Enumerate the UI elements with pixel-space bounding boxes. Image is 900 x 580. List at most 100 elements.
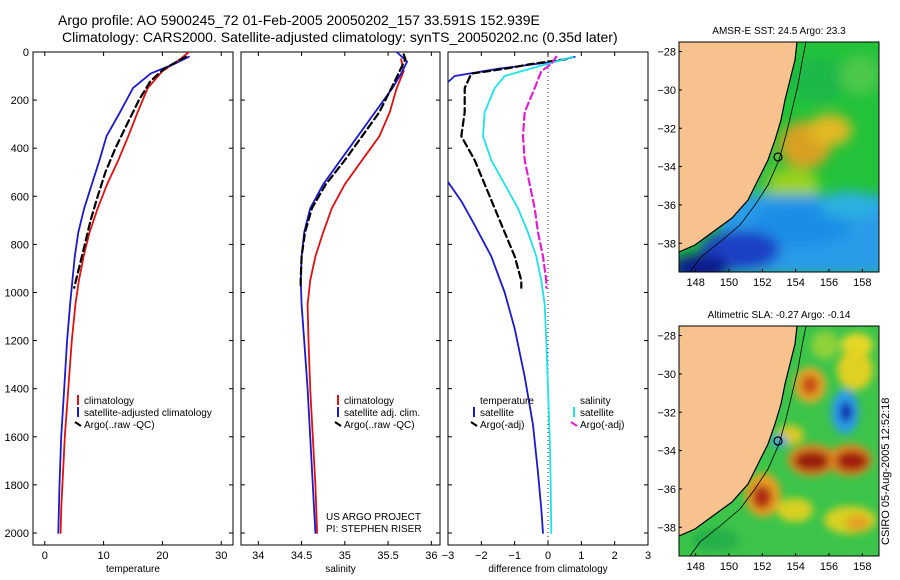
map-y-tick-label: −36 — [657, 484, 676, 496]
depth-tick-label: 600 — [11, 191, 29, 203]
depth-tick-label: 1400 — [5, 384, 29, 396]
x-axis-label: difference from climatology — [488, 564, 607, 575]
sla-map — [678, 325, 880, 557]
map-x-tick-label: 154 — [786, 277, 804, 289]
profile-panel-3: −3 −2 −1 0 1 2 3 difference from climatology tem… — [442, 51, 651, 575]
series-line — [299, 52, 409, 534]
map-title: AMSR-E SST: 24.5 Argo: 23.3 — [712, 26, 846, 37]
plot-frame — [32, 51, 234, 546]
depth-tick-label: 1600 — [5, 432, 29, 444]
x-tick-label: −1 — [508, 550, 521, 562]
legend-label: salinity — [580, 396, 611, 407]
legend-label: satellite adj. clim. — [344, 408, 420, 419]
depth-tick-label: 800 — [11, 239, 29, 251]
series-group — [57, 52, 190, 534]
map-y-tick-label: −30 — [657, 369, 676, 381]
series-line — [448, 55, 576, 534]
map-x-tick-label: 158 — [853, 561, 871, 573]
series-group — [299, 52, 409, 534]
float-marker — [773, 152, 783, 162]
depth-tick-label: 2000 — [5, 528, 29, 540]
x-tick-label: 36 — [425, 550, 437, 562]
depth-tick-label: 400 — [11, 143, 29, 155]
plot-frame — [240, 51, 441, 546]
map-x-tick-label: 156 — [820, 561, 838, 573]
map-x-tick-label: 154 — [786, 561, 804, 573]
series-line — [73, 55, 187, 289]
legend-label: satellite — [580, 408, 614, 419]
legend-label: satellite — [480, 408, 514, 419]
map-x-tick-label: 158 — [853, 277, 871, 289]
map-axes-2: Altimetric SLA: -0.27 Argo: -0.14 148 150 1… — [657, 310, 871, 573]
map-y-tick-label: −38 — [657, 238, 676, 250]
legend-label: satellite-adjusted climatology — [84, 408, 212, 419]
depth-tick-label: 1800 — [5, 480, 29, 492]
project-annotation: US ARGO PROJECT — [326, 512, 421, 523]
x-tick-label: 30 — [215, 550, 227, 562]
series-line — [59, 52, 190, 534]
map-y-tick-label: −32 — [657, 407, 676, 419]
map-y-tick-label: −38 — [657, 522, 676, 534]
depth-tick-label: 0 — [23, 47, 29, 59]
legend-label: climatology — [84, 396, 134, 407]
legend-swatch — [470, 421, 478, 427]
depth-tick-label: 1200 — [5, 336, 29, 348]
series-line — [306, 58, 405, 534]
map-y-tick-label: −28 — [657, 47, 676, 59]
project-annotation: PI: STEPHEN RISER — [326, 524, 422, 535]
map-x-tick-label: 152 — [753, 277, 771, 289]
series-line — [299, 53, 407, 289]
legend-label: Argo(..raw -QC) — [344, 420, 415, 431]
map-y-tick-label: −28 — [657, 331, 676, 343]
profile-panel-2: 34 34.5 35 35.5 36 salinity climatologysatelli… — [240, 51, 441, 575]
map-x-tick-label: 150 — [720, 561, 738, 573]
x-tick-label: 34 — [252, 550, 264, 562]
map-title: Altimetric SLA: -0.27 Argo: -0.14 — [708, 310, 851, 321]
map-x-tick-label: 148 — [686, 277, 704, 289]
map-y-tick-label: −34 — [657, 446, 676, 458]
map-x-tick-label: 156 — [820, 277, 838, 289]
legend-label: climatology — [344, 396, 394, 407]
x-tick-label: 10 — [97, 550, 109, 562]
x-axis-label: temperature — [106, 564, 160, 575]
title-line-2: Climatology: CARS2000. Satellite-adjuste… — [62, 29, 618, 45]
x-tick-label: 0 — [42, 550, 48, 562]
map-x-tick-label: 148 — [686, 561, 704, 573]
legend-label: Argo(-adj) — [480, 420, 524, 431]
x-tick-label: −2 — [475, 550, 488, 562]
x-tick-label: 34.5 — [291, 550, 312, 562]
map-y-tick-label: −34 — [657, 162, 676, 174]
map-x-tick-label: 150 — [720, 277, 738, 289]
map-axes-1: AMSR-E SST: 24.5 Argo: 23.3 148 150 152 154 1… — [657, 26, 871, 289]
x-tick-label: 35.5 — [377, 550, 398, 562]
x-tick-label: 2 — [612, 550, 618, 562]
title-line-1: Argo profile: AO 5900245_72 01-Feb-2005 … — [58, 12, 540, 28]
series-line — [521, 55, 558, 289]
x-tick-label: −3 — [442, 550, 455, 562]
legend-swatch — [74, 421, 82, 427]
series-line — [482, 55, 574, 534]
depth-tick-label: 200 — [11, 95, 29, 107]
x-axis-label: salinity — [325, 564, 356, 575]
map-y-tick-label: −30 — [657, 85, 676, 97]
series-group — [448, 55, 576, 534]
x-tick-label: 35 — [339, 550, 351, 562]
x-tick-label: 1 — [578, 550, 584, 562]
x-tick-label: 0 — [545, 550, 551, 562]
legend-swatch — [334, 421, 342, 427]
profile-panel-1: 0 200 400 600 800 1000 1200 1400 1600 1800 2000 0 10… — [5, 47, 234, 575]
map-y-tick-label: −36 — [657, 200, 676, 212]
series-line — [460, 58, 568, 289]
float-marker — [773, 436, 783, 446]
x-tick-label: 3 — [645, 550, 651, 562]
legend-label: Argo(-adj) — [580, 420, 624, 431]
sst-map — [678, 41, 880, 273]
series-line — [57, 55, 190, 534]
depth-tick-label: 1000 — [5, 287, 29, 299]
legend-label: temperature — [480, 396, 534, 407]
legend-swatch — [570, 421, 578, 427]
legend-label: Argo(..raw -QC) — [84, 420, 155, 431]
x-tick-label: 20 — [156, 550, 168, 562]
map-y-tick-label: −32 — [657, 123, 676, 135]
